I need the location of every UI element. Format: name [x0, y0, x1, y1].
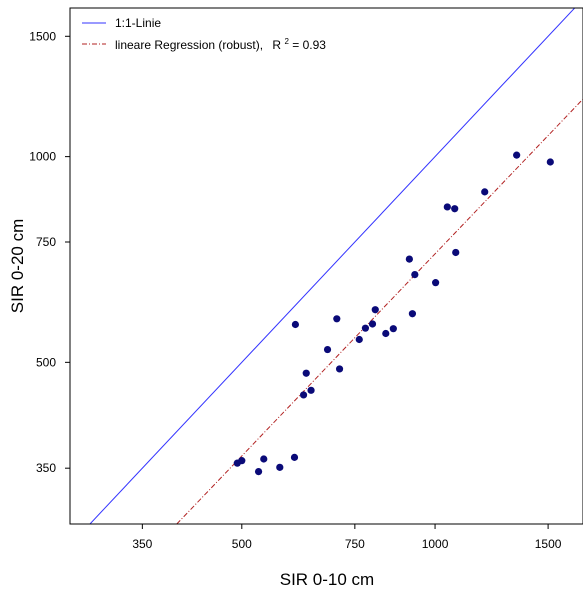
data-point: [291, 320, 300, 329]
data-point: [408, 310, 417, 318]
data-point: [452, 248, 460, 257]
identity-line: [89, 8, 576, 524]
data-point: [405, 255, 413, 263]
y-tick-label: 500: [36, 355, 56, 369]
data-point: [302, 369, 310, 377]
data-point: [355, 335, 363, 344]
legend: 1:1-Linie lineare Regression (robust), R…: [82, 16, 326, 52]
x-tick-label: 350: [132, 537, 152, 551]
data-point: [368, 320, 377, 328]
data-point: [481, 188, 489, 196]
data-point: [361, 324, 370, 332]
legend-r2-value: = 0.93: [292, 38, 326, 52]
x-tick-label: 1000: [422, 537, 449, 551]
data-point: [451, 205, 459, 213]
legend-r2-letter: R: [272, 38, 281, 52]
regression-line: [176, 98, 583, 524]
data-point: [254, 468, 263, 476]
data-point: [382, 329, 390, 338]
data-point: [238, 457, 246, 465]
data-point: [411, 270, 419, 279]
reference-lines: [89, 8, 583, 524]
tick-layer: 350 500 750 1000 1500 350 500 750 1000 1500: [29, 29, 561, 551]
legend-r2-superscript: 2: [284, 37, 289, 46]
x-axis-title: SIR 0-10 cm: [280, 570, 374, 589]
data-point: [443, 203, 451, 211]
plot-frame: [69, 7, 583, 525]
data-point: [260, 455, 268, 463]
y-tick-label: 1500: [29, 29, 56, 43]
data-point: [513, 151, 521, 159]
data-point: [371, 306, 379, 314]
data-point: [335, 365, 344, 373]
y-tick-label: 350: [36, 461, 56, 475]
data-point: [546, 158, 554, 166]
data-point: [299, 391, 308, 399]
data-points: [233, 151, 554, 476]
data-point: [333, 315, 341, 323]
legend-regression-text: lineare Regression (robust),: [115, 38, 263, 52]
data-point: [290, 453, 299, 461]
y-tick-label: 750: [36, 235, 56, 249]
y-tick-label: 1000: [29, 150, 56, 164]
data-point: [432, 279, 440, 287]
data-point: [307, 386, 315, 394]
x-tick-label: 500: [232, 537, 252, 551]
legend-regression-label: lineare Regression (robust), R 2 = 0.93: [115, 33, 326, 52]
x-tick-label: 750: [345, 537, 365, 551]
y-axis-title: SIR 0-20 cm: [8, 219, 27, 313]
data-point: [323, 345, 332, 354]
data-point: [276, 463, 284, 471]
data-point: [389, 325, 397, 333]
x-tick-label: 1500: [535, 537, 562, 551]
legend-identity-label: 1:1-Linie: [115, 16, 161, 30]
